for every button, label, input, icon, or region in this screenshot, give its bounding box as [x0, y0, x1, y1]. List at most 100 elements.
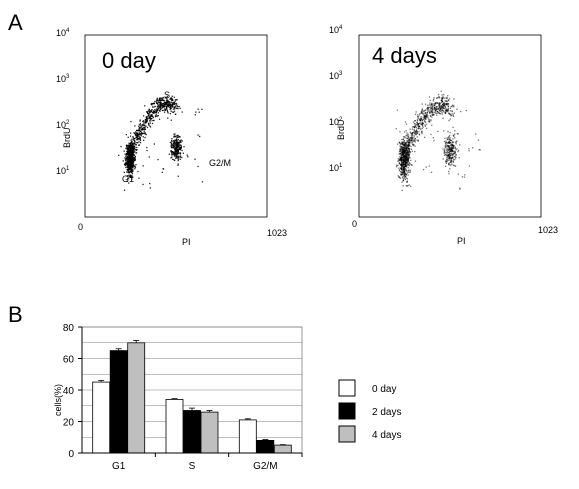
- flow-event-dot: [173, 110, 176, 112]
- flow-event-dot: [126, 180, 128, 182]
- flow-event-dot: [447, 100, 450, 102]
- flow-event-dot: [415, 132, 417, 134]
- flow-event-dot: [405, 159, 407, 162]
- flow-event-dot: [176, 140, 178, 142]
- flow-event-dot: [143, 130, 145, 132]
- flow-event-dot: [177, 154, 179, 156]
- flow-event-dot: [128, 142, 130, 144]
- flow-event-dot: [449, 159, 451, 161]
- flow-event-dot: [174, 150, 177, 153]
- flow-event-dot: [118, 154, 120, 156]
- flow-event-dot: [414, 120, 416, 122]
- flow-event-dot: [177, 150, 179, 152]
- flow-event-dot: [399, 149, 401, 151]
- flow-event-dot: [465, 109, 467, 112]
- flow-event-dot: [407, 144, 409, 146]
- flow-event-dot: [443, 154, 446, 156]
- flow-event-dot: [452, 115, 455, 117]
- flow-event-dot: [455, 156, 457, 158]
- flow-event-dot: [453, 98, 455, 100]
- flow-event-dot: [429, 111, 431, 113]
- flow-event-dot: [447, 144, 449, 147]
- flow-event-dot: [157, 104, 159, 106]
- flow-event-dot: [401, 165, 403, 167]
- flow-event-dot: [138, 141, 140, 143]
- flow-event-dot: [175, 141, 178, 143]
- flow-event-dot: [451, 146, 453, 149]
- flow-event-dot: [177, 144, 179, 146]
- s-phase-annotation: S: [164, 90, 170, 100]
- flow-event-dot: [409, 139, 411, 142]
- flow-event-dot: [450, 158, 453, 160]
- flow-event-dot: [125, 159, 127, 162]
- flow-event-dot: [448, 142, 450, 144]
- flow-event-dot: [406, 159, 409, 161]
- x-tick-max: 1023: [538, 225, 558, 235]
- flow-event-dot: [165, 107, 168, 109]
- x-axis-label: PI: [182, 237, 191, 247]
- flow-event-dot: [416, 130, 418, 132]
- flow-event-dot: [130, 155, 133, 157]
- flow-event-dot: [398, 141, 400, 143]
- flow-event-dot: [421, 103, 423, 105]
- flow-event-dot: [172, 153, 174, 155]
- flow-event-dot: [443, 107, 445, 109]
- flow-event-dot: [427, 108, 429, 110]
- flow-event-dot: [445, 141, 448, 144]
- flow-event-dot: [401, 159, 403, 161]
- flow-event-dot: [129, 167, 131, 169]
- flow-event-dot: [445, 161, 447, 163]
- flow-event-dot: [421, 133, 423, 135]
- flow-event-dot: [431, 102, 433, 105]
- flow-event-dot: [429, 115, 432, 117]
- flow-event-dot: [413, 140, 415, 142]
- flow-event-dot: [396, 109, 398, 111]
- flow-event-dot: [145, 116, 147, 118]
- flow-event-dot: [182, 152, 184, 154]
- flow-event-dot: [154, 111, 157, 114]
- flow-event-dot: [144, 118, 146, 121]
- flow-event-dot: [127, 149, 129, 151]
- flow-event-dot: [174, 147, 177, 149]
- flow-event-dot: [194, 114, 196, 116]
- flow-event-dot: [130, 144, 133, 146]
- flow-event-dot: [406, 148, 408, 150]
- flow-event-dot: [448, 119, 450, 122]
- flow-event-dot: [424, 125, 426, 127]
- flow-event-dot: [448, 139, 450, 141]
- flow-event-dot: [398, 167, 400, 169]
- flow-event-dot: [400, 168, 403, 171]
- flow-event-dot: [161, 171, 163, 173]
- flow-event-dot: [408, 148, 410, 150]
- flow-event-dot: [407, 145, 409, 148]
- flow-event-dot: [129, 170, 131, 172]
- flow-event-dot: [405, 164, 407, 166]
- flow-event-dot: [137, 135, 139, 137]
- flow-event-dot: [403, 144, 406, 146]
- flow-event-dot: [138, 130, 140, 132]
- flow-event-dot: [433, 97, 435, 99]
- flow-event-dot: [413, 131, 415, 133]
- flow-event-dot: [130, 170, 133, 172]
- flow-event-dot: [416, 122, 418, 124]
- flow-event-dot: [402, 177, 405, 179]
- flow-event-dot: [402, 150, 404, 152]
- flow-event-dot: [404, 167, 407, 169]
- flow-event-dot: [448, 152, 451, 154]
- flow-event-dot: [177, 150, 179, 152]
- flow-event-dot: [166, 102, 168, 104]
- flow-event-dot: [147, 110, 149, 112]
- flow-event-dot: [179, 156, 182, 158]
- flow-event-dot: [150, 118, 152, 120]
- flow-event-dot: [472, 147, 474, 149]
- flow-event-dot: [410, 139, 412, 141]
- flow-event-dot: [442, 158, 444, 160]
- flow-event-dot: [448, 155, 450, 157]
- flow-event-dot: [429, 111, 432, 113]
- flow-event-dot: [136, 132, 138, 134]
- flow-event-dot: [152, 116, 155, 119]
- flow-event-dot: [405, 123, 408, 125]
- flow-event-dot: [160, 103, 162, 105]
- flow-event-dot: [133, 142, 135, 144]
- flow-event-dot: [416, 128, 418, 130]
